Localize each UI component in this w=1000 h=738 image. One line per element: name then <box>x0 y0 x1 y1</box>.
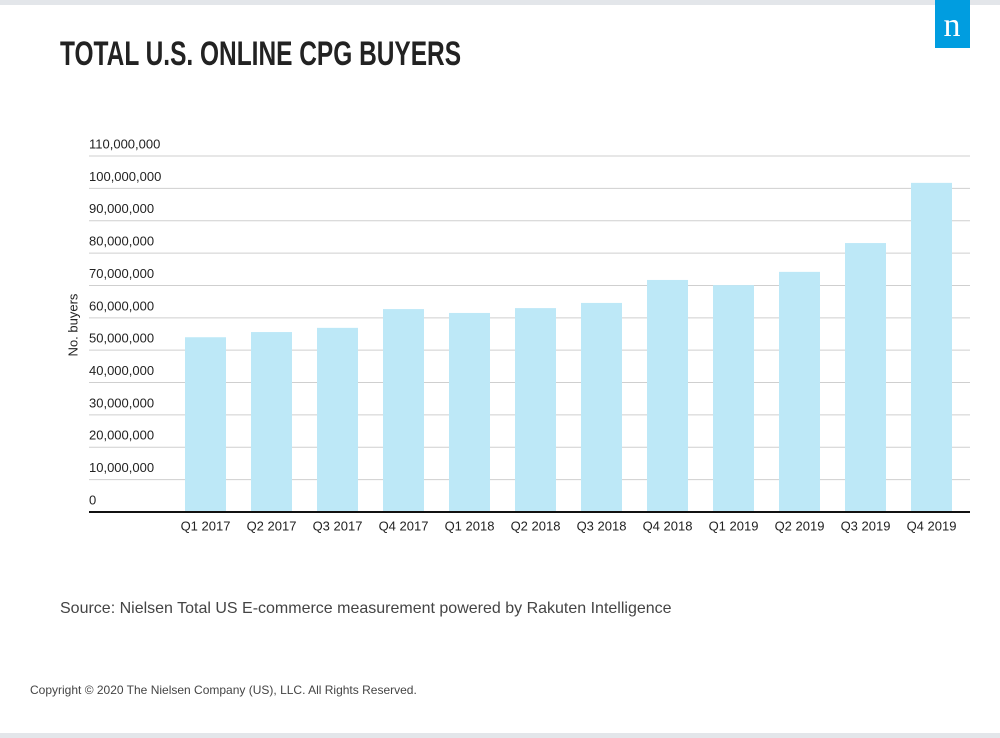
bar <box>911 182 952 512</box>
x-tick-label: Q2 2017 <box>247 518 297 533</box>
y-tick-label: 90,000,000 <box>89 201 154 216</box>
y-tick-label: 50,000,000 <box>89 331 154 346</box>
bar <box>581 302 622 512</box>
source: Source: Nielsen Total US E-commerce meas… <box>60 600 672 617</box>
x-tick-label: Q4 2017 <box>379 518 429 533</box>
chart-title: TOTAL U.S. ONLINE CPG BUYERS <box>60 35 461 73</box>
y-tick-label: 110,000,000 <box>89 136 160 151</box>
x-tick-label: Q1 2017 <box>181 518 231 533</box>
y-tick-label: 10,000,000 <box>89 460 154 475</box>
y-tick-label: 80,000,000 <box>89 234 154 249</box>
x-tick-label: Q3 2018 <box>577 518 627 533</box>
bar <box>185 337 226 512</box>
x-tick-label: Q2 2019 <box>775 518 825 533</box>
bar <box>515 308 556 512</box>
y-tick-label: 40,000,000 <box>89 363 154 378</box>
bottom-band <box>0 733 1000 738</box>
y-axis-label: No. buyers <box>65 293 80 356</box>
bar <box>449 312 490 512</box>
y-tick-label: 30,000,000 <box>89 395 154 410</box>
x-tick-label: Q3 2019 <box>841 518 891 533</box>
x-tick-label: Q4 2019 <box>907 518 957 533</box>
bar <box>647 279 688 512</box>
x-tick-label: Q2 2018 <box>511 518 561 533</box>
y-tick-label: 60,000,000 <box>89 298 154 313</box>
bar <box>251 332 292 512</box>
logo-box <box>935 0 970 48</box>
top-band <box>0 0 1000 5</box>
y-tick-label: 20,000,000 <box>89 428 154 443</box>
x-tick-label: Q4 2018 <box>643 518 693 533</box>
x-tick-label: Q1 2018 <box>445 518 495 533</box>
bar <box>383 309 424 512</box>
bar <box>713 285 754 512</box>
y-tick-label: 0 <box>89 492 96 507</box>
y-tick-label: 70,000,000 <box>89 266 154 281</box>
x-tick-label: Q3 2017 <box>313 518 363 533</box>
bar <box>845 243 886 513</box>
copyright: Copyright © 2020 The Nielsen Company (US… <box>30 683 417 697</box>
bar <box>779 271 820 512</box>
logo: n <box>944 7 961 44</box>
bar <box>317 327 358 512</box>
y-tick-label: 100,000,000 <box>89 169 161 184</box>
x-tick-label: Q1 2019 <box>709 518 759 533</box>
